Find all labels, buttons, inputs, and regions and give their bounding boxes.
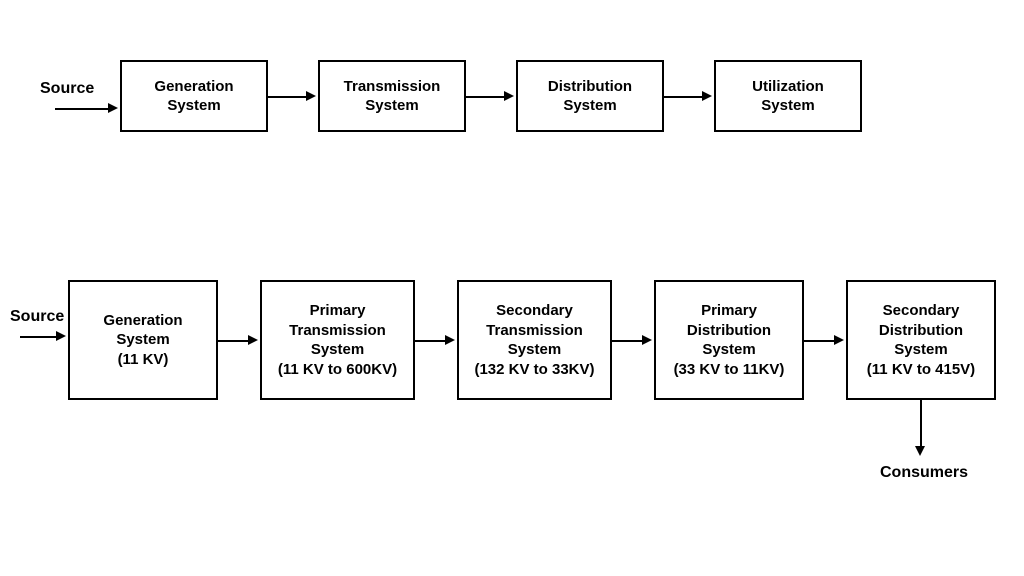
arrow-head-r1-3 xyxy=(702,91,712,101)
source-label-row2: Source xyxy=(10,308,64,326)
arrow-source-row2 xyxy=(20,336,58,338)
arrow-head-r2-3 xyxy=(642,335,652,345)
box-primary-distribution-row2: Primary Distribution System (33 KV to 11… xyxy=(654,280,804,400)
arrow-down-consumers xyxy=(920,400,922,448)
arrow-head-down-consumers xyxy=(915,446,925,456)
arrow-r2-4 xyxy=(804,340,836,342)
box-primary-transmission-row2: Primary Transmission System (11 KV to 60… xyxy=(260,280,415,400)
box-secondary-distribution-row2: Secondary Distribution System (11 KV to … xyxy=(846,280,996,400)
arrow-head-source-row1 xyxy=(108,103,118,113)
box-secondary-transmission-row2: Secondary Transmission System (132 KV to… xyxy=(457,280,612,400)
box-generation-row2: Generation System (11 KV) xyxy=(68,280,218,400)
arrow-head-r2-4 xyxy=(834,335,844,345)
box-transmission-row1: Transmission System xyxy=(318,60,466,132)
arrow-r2-3 xyxy=(612,340,644,342)
arrow-r2-1 xyxy=(218,340,250,342)
consumers-label: Consumers xyxy=(880,464,968,482)
box-utilization-row1: Utilization System xyxy=(714,60,862,132)
arrow-head-source-row2 xyxy=(56,331,66,341)
source-label-row1: Source xyxy=(40,80,94,98)
arrow-source-row1 xyxy=(55,108,110,110)
box-distribution-row1: Distribution System xyxy=(516,60,664,132)
arrow-r2-2 xyxy=(415,340,447,342)
arrow-head-r1-2 xyxy=(504,91,514,101)
arrow-head-r1-1 xyxy=(306,91,316,101)
arrow-head-r2-1 xyxy=(248,335,258,345)
box-generation-row1: Generation System xyxy=(120,60,268,132)
arrow-r1-1 xyxy=(268,96,308,98)
arrow-r1-3 xyxy=(664,96,704,98)
arrow-head-r2-2 xyxy=(445,335,455,345)
arrow-r1-2 xyxy=(466,96,506,98)
